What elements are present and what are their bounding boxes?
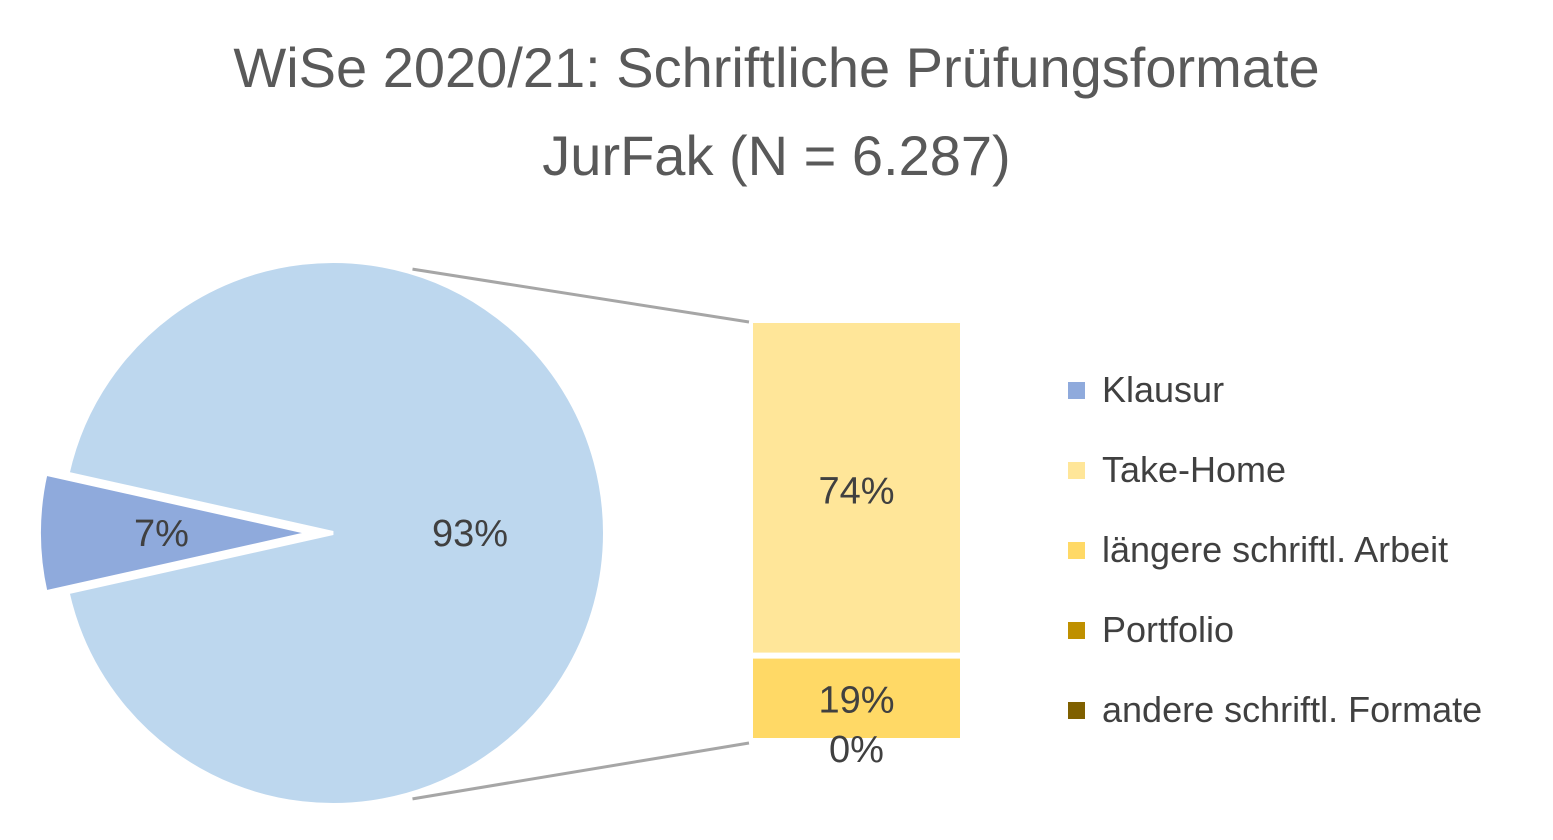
pie (37, 259, 607, 807)
legend-label: längere schriftl. Arbeit (1102, 529, 1449, 570)
legend-swatch (1068, 701, 1085, 719)
legend-item-take-home: Take-Home (1068, 430, 1482, 510)
legend-label: Take-Home (1102, 449, 1287, 490)
connector-line-bottom (412, 741, 750, 801)
bar-segment-take-home (753, 323, 960, 653)
data-labels: 7% 93% 74% 19% 0% (134, 470, 895, 771)
bar-label-laengere-schriftl-arbeit: 19% (818, 679, 894, 721)
legend-item-portfolio: Portfolio (1068, 590, 1482, 670)
pie-label-rest: 93% (432, 513, 508, 555)
legend-item-laengere-schriftl-arbeit: längere schriftl. Arbeit (1068, 510, 1482, 590)
legend-swatch (1068, 541, 1085, 559)
pie-label-klausur: 7% (134, 513, 189, 555)
bar-label-portfolio: 0% (829, 729, 884, 771)
connector-line-top (412, 267, 750, 324)
pie-slice-rest (65, 259, 607, 807)
legend-swatch (1068, 461, 1085, 479)
legend-label: andere schriftl. Formate (1102, 689, 1483, 730)
bar-label-take-home: 74% (818, 470, 894, 512)
legend: Klausur Take-Home längere schriftl. Arbeit… (1068, 350, 1482, 750)
pie-slice-klausur (37, 471, 312, 595)
legend-label: Portfolio (1102, 609, 1235, 650)
bar-segment-laengere-schriftl-arbeit (753, 658, 960, 738)
legend-swatch (1068, 381, 1085, 399)
stacked-bar (753, 323, 960, 738)
legend-swatch (1068, 621, 1085, 639)
chart-title: WiSe 2020/21: Schriftliche Prüfungsforma… (233, 36, 1320, 99)
connector-lines (412, 267, 750, 801)
legend-label: Klausur (1102, 369, 1225, 410)
legend-item-andere-schriftl-formate: andere schriftl. Formate (1068, 670, 1482, 750)
chart-subtitle: JurFak (N = 6.287) (542, 124, 1011, 187)
legend-item-klausur: Klausur (1068, 350, 1482, 430)
